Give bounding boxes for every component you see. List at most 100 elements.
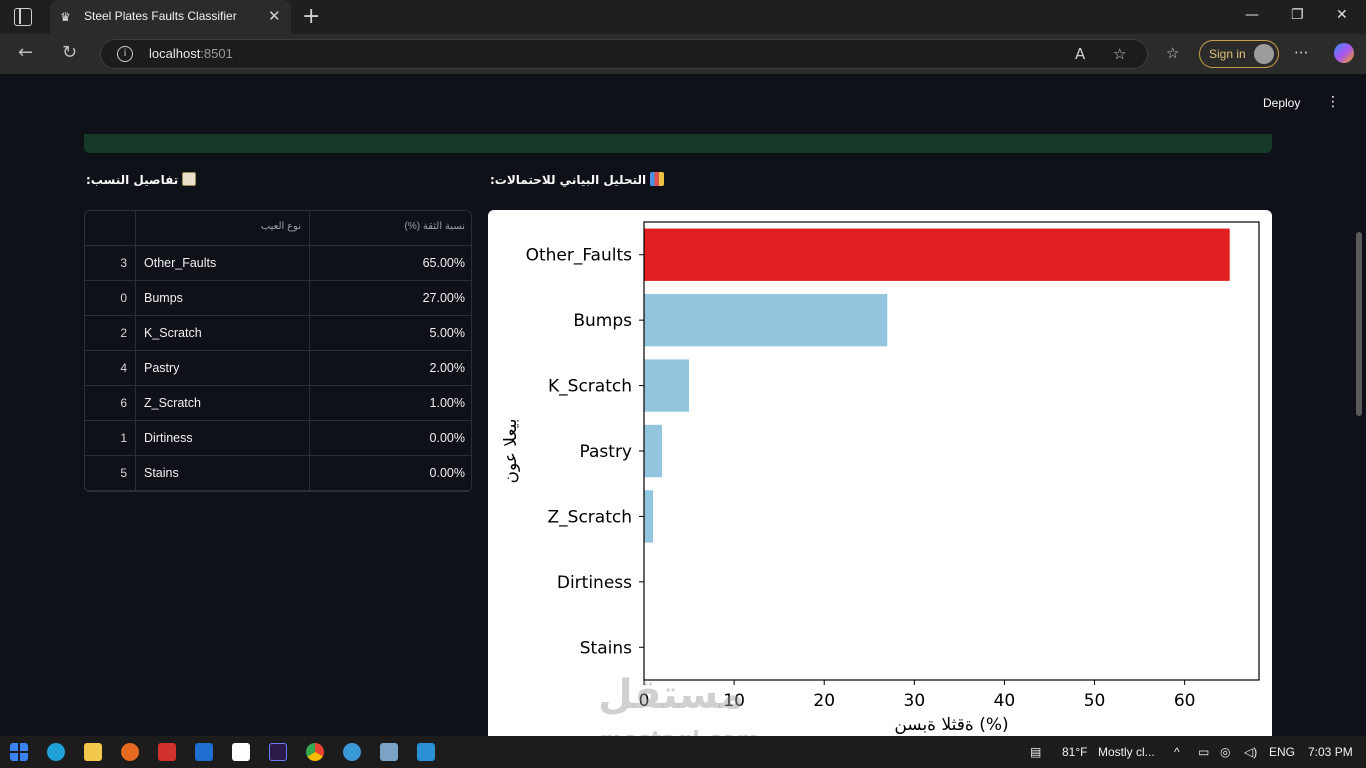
- row-confidence: 0.00%: [429, 431, 465, 445]
- y-tick-label: K_Scratch: [548, 377, 632, 397]
- new-tab-button[interactable]: +: [302, 4, 321, 29]
- deploy-button[interactable]: Deploy: [1263, 96, 1301, 110]
- site-info-icon[interactable]: i: [117, 46, 133, 62]
- minimize-icon[interactable]: —: [1245, 7, 1259, 23]
- row-fault-name: Bumps: [136, 281, 310, 316]
- refresh-icon[interactable]: ↻: [62, 42, 78, 63]
- row-fault-name: Dirtiness: [136, 421, 310, 456]
- table-heading: تفاصيل النسب:: [86, 172, 197, 187]
- watermark-logo: مستقل: [598, 672, 745, 718]
- y-tick-label: Other_Faults: [526, 246, 633, 266]
- wps-icon[interactable]: [158, 743, 176, 761]
- probability-table[interactable]: نوع العيب نسبة الثقة (%) 3 Other_Faults 65…: [84, 210, 472, 492]
- browser-tab-strip: ♛ Steel Plates Faults Classifier ✕ + — ❐…: [0, 0, 1366, 34]
- streamlit-crown-icon: ♛: [60, 10, 71, 24]
- browser-toolbar: ← ↻ i localhost:8501 A ☆ ☆ Sign in ···: [0, 34, 1366, 74]
- tray-chevron-icon[interactable]: ^: [1174, 745, 1180, 759]
- language-indicator[interactable]: ENG: [1269, 745, 1296, 759]
- tab-title: Steel Plates Faults Classifier: [84, 9, 237, 23]
- x-tick-label: 30: [904, 691, 926, 711]
- column-header-fault[interactable]: نوع العيب: [136, 211, 310, 246]
- address-bar[interactable]: i localhost:8501 A ☆: [100, 39, 1148, 69]
- x-tick-label: 10: [723, 691, 745, 711]
- edge-icon[interactable]: [47, 743, 65, 761]
- restore-icon[interactable]: ❐: [1291, 7, 1304, 23]
- start-icon[interactable]: [10, 743, 28, 761]
- read-aloud-icon[interactable]: A: [1075, 45, 1086, 63]
- table-row[interactable]: 1 Dirtiness 0.00%: [85, 421, 471, 456]
- y-tick-label: Stains: [580, 638, 632, 658]
- browser-tab[interactable]: ♛ Steel Plates Faults Classifier ✕: [50, 0, 291, 34]
- table-row[interactable]: 5 Stains 0.00%: [85, 456, 471, 491]
- close-tab-icon[interactable]: ✕: [268, 7, 281, 25]
- row-fault-name: Pastry: [136, 351, 310, 386]
- weather-desc[interactable]: Mostly cl...: [1098, 745, 1155, 759]
- row-fault-name: Z_Scratch: [136, 386, 310, 421]
- file-explorer-icon[interactable]: [84, 743, 102, 761]
- clock[interactable]: 7:03 PM: [1308, 745, 1353, 759]
- remote-desktop-icon[interactable]: [380, 743, 398, 761]
- vscode-icon[interactable]: [417, 743, 435, 761]
- row-index: 6: [85, 386, 136, 421]
- x-tick-label: 0: [639, 691, 650, 711]
- row-confidence: 5.00%: [429, 326, 465, 340]
- avatar: [1254, 44, 1274, 64]
- store-icon[interactable]: [232, 743, 250, 761]
- x-tick-label: 60: [1174, 691, 1196, 711]
- y-tick-label: Dirtiness: [557, 573, 632, 593]
- more-options-icon[interactable]: ···: [1294, 44, 1309, 62]
- chart-bar: [644, 359, 690, 412]
- browser-app-icon[interactable]: [343, 743, 361, 761]
- row-index: 4: [85, 351, 136, 386]
- table-header-row: نوع العيب نسبة الثقة (%): [85, 211, 471, 246]
- weather-temp[interactable]: 81°F: [1062, 745, 1088, 759]
- table-row[interactable]: 3 Other_Faults 65.00%: [85, 246, 471, 281]
- page-scrollbar[interactable]: [1356, 232, 1362, 416]
- tab-actions-icon[interactable]: [14, 8, 32, 26]
- table-row[interactable]: 4 Pastry 2.00%: [85, 351, 471, 386]
- clipboard-icon: [182, 172, 197, 186]
- row-fault-name: Stains: [136, 456, 310, 491]
- network-icon[interactable]: ◎: [1220, 745, 1231, 759]
- back-icon[interactable]: ←: [18, 42, 34, 63]
- row-index: 1: [85, 421, 136, 456]
- favorite-star-icon[interactable]: ☆: [1113, 45, 1127, 63]
- table-row[interactable]: 2 K_Scratch 5.00%: [85, 316, 471, 351]
- table-row[interactable]: 6 Z_Scratch 1.00%: [85, 386, 471, 421]
- chart-bar: [644, 293, 888, 347]
- window-close-icon[interactable]: ✕: [1336, 7, 1348, 23]
- sign-in-button[interactable]: Sign in: [1199, 40, 1279, 68]
- row-confidence: 2.00%: [429, 361, 465, 375]
- success-alert: [84, 134, 1272, 153]
- favorites-icon[interactable]: ☆: [1166, 44, 1180, 62]
- plot-frame: [643, 221, 1260, 681]
- volume-icon[interactable]: ◁): [1244, 745, 1258, 759]
- firefox-icon[interactable]: [121, 743, 139, 761]
- photoshop-icon[interactable]: [269, 743, 287, 761]
- table-row[interactable]: 0 Bumps 27.00%: [85, 281, 471, 316]
- bar-chart-svg: Other_Faults Bumps K_Scratch Pastry Z_Scratc…: [501, 221, 1260, 735]
- column-header-pct[interactable]: نسبة الثقة (%): [404, 221, 465, 232]
- chart-bar: [644, 424, 663, 478]
- probability-chart: Other_Faults Bumps K_Scratch Pastry Z_Scratc…: [488, 210, 1272, 736]
- defender-icon[interactable]: [195, 743, 213, 761]
- windows-taskbar: ▤ 81°F Mostly cl... ^ ▭ ◎ ◁) ENG 7:03 PM: [0, 736, 1366, 768]
- news-widget-icon[interactable]: ▤: [1030, 745, 1042, 759]
- row-index: 3: [85, 246, 136, 281]
- chart-heading: التحليل البياني للاحتمالات:: [490, 172, 665, 187]
- bar-chart-icon: [650, 172, 665, 186]
- main-menu-icon[interactable]: ⋮: [1326, 94, 1340, 110]
- row-index: 0: [85, 281, 136, 316]
- row-fault-name: Other_Faults: [136, 246, 310, 281]
- y-tick-label: Pastry: [580, 442, 632, 462]
- streamlit-app: Deploy ⋮ تفاصيل النسب: التحليل البياني ل…: [4, 74, 1362, 736]
- copilot-icon[interactable]: [1334, 43, 1354, 63]
- chrome-icon[interactable]: [306, 743, 324, 761]
- y-tick-label: Z_Scratch: [548, 507, 632, 527]
- chart-bar: [644, 490, 654, 543]
- row-index: 2: [85, 316, 136, 351]
- row-confidence: 27.00%: [422, 291, 465, 305]
- battery-icon[interactable]: ▭: [1198, 745, 1210, 759]
- y-axis-label: بيعلا عون: [501, 418, 521, 483]
- x-tick-label: 40: [994, 691, 1016, 711]
